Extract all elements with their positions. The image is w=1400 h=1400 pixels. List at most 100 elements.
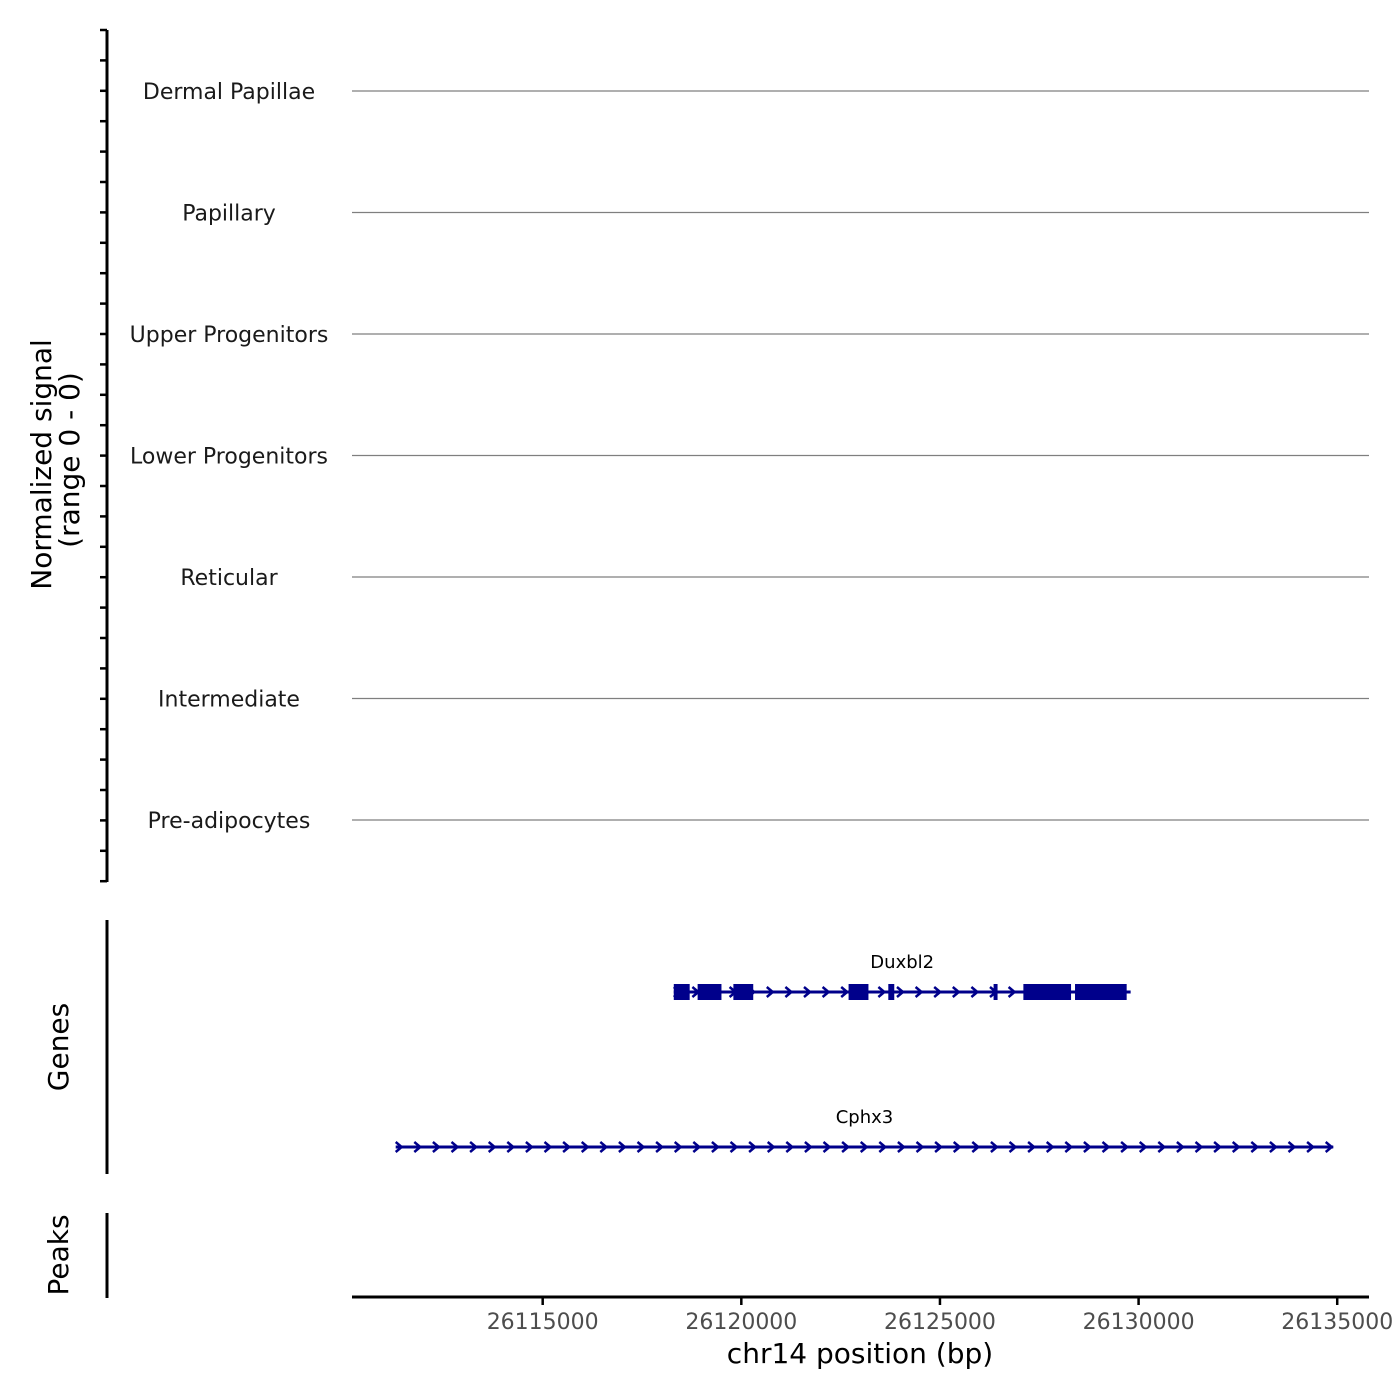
gene-name-label: Duxbl2 xyxy=(870,952,934,973)
strand-arrow xyxy=(487,1141,497,1153)
strand-arrow xyxy=(822,1141,832,1153)
strand-arrow xyxy=(934,1141,944,1153)
strand-arrow xyxy=(821,986,831,998)
coverage-track-label: Dermal Papillae xyxy=(143,80,315,105)
strand-arrow xyxy=(1064,1141,1074,1153)
coverage-ylabel-line2: (range 0 - 0) xyxy=(53,372,86,548)
strand-arrow xyxy=(766,1141,776,1153)
strand-arrow xyxy=(394,1141,404,1153)
gene-name-label: Cphx3 xyxy=(836,1107,894,1128)
strand-arrow xyxy=(1007,986,1017,998)
coverage-y-ticks xyxy=(100,28,107,883)
strand-arrow xyxy=(1008,1141,1018,1153)
peaks-ylabel: Peaks xyxy=(42,1214,75,1295)
strand-arrow xyxy=(970,986,980,998)
x-axis-tick-label: 26120000 xyxy=(685,1310,797,1335)
strand-arrow xyxy=(1176,1141,1185,1153)
strand-arrow xyxy=(525,1141,534,1153)
strand-arrow xyxy=(636,1141,646,1153)
coverage-track-label: Upper Progenitors xyxy=(130,323,329,348)
strand-arrow xyxy=(543,1141,553,1153)
gene-cphx3: Cphx3 xyxy=(394,1107,1334,1153)
x-axis-tick-label: 26115000 xyxy=(487,1310,599,1335)
x-axis: 26115000 26120000 26125000 26130000 26135000… xyxy=(352,1295,1393,1370)
strand-arrow xyxy=(804,1141,813,1153)
strand-arrow xyxy=(1306,1141,1316,1153)
strand-arrow xyxy=(1083,1141,1092,1153)
strand-arrow xyxy=(469,1141,479,1153)
strand-arrow xyxy=(618,1141,627,1153)
strand-arrow xyxy=(784,986,794,998)
x-axis-title: chr14 position (bp) xyxy=(727,1337,993,1370)
strand-arrow xyxy=(1138,1141,1148,1153)
coverage-track-label: Intermediate xyxy=(158,688,300,713)
strand-arrow xyxy=(765,986,775,998)
strand-arrow xyxy=(729,1141,739,1153)
strand-arrow xyxy=(1157,1141,1167,1153)
strand-arrow xyxy=(971,1141,981,1153)
x-axis-tick-label: 26125000 xyxy=(884,1310,996,1335)
strand-arrow xyxy=(432,1141,441,1153)
strand-arrow xyxy=(840,986,850,998)
strand-arrow xyxy=(915,1141,925,1153)
strand-arrow xyxy=(413,1141,423,1153)
strand-arrow xyxy=(1194,1141,1204,1153)
strand-arrow xyxy=(1101,1141,1111,1153)
strand-arrow xyxy=(1250,1141,1260,1153)
coverage-track-label: Pre-adipocytes xyxy=(148,809,311,834)
gene-duxbl2: Duxbl2 xyxy=(672,952,1131,1000)
strand-arrow xyxy=(1324,1141,1334,1153)
strand-arrow xyxy=(1287,1141,1297,1153)
coverage-ylabel-line1: Normalized signal xyxy=(25,339,58,590)
genes-panel: Genes Duxbl2 Cphx3 xyxy=(42,920,1334,1174)
strand-arrow xyxy=(859,1141,869,1153)
strand-arrow xyxy=(990,1141,999,1153)
strand-arrow xyxy=(1045,1141,1055,1153)
strand-arrow xyxy=(1120,1141,1130,1153)
gene-exon xyxy=(673,984,690,1000)
strand-arrow xyxy=(785,1141,795,1153)
strand-arrow xyxy=(580,1141,590,1153)
gene-tracks: Duxbl2 Cphx3 xyxy=(394,952,1334,1153)
strand-arrow xyxy=(1213,1141,1223,1153)
gene-exon xyxy=(1075,984,1127,1000)
strand-arrow xyxy=(952,1141,962,1153)
strand-arrow xyxy=(506,1141,516,1153)
strand-arrow xyxy=(951,986,961,998)
strand-arrow xyxy=(562,1141,572,1153)
gene-exon xyxy=(1023,984,1072,1000)
strand-arrow xyxy=(896,986,905,998)
x-axis-tick-label: 26130000 xyxy=(1083,1310,1195,1335)
coverage-tracks: Dermal Papillae Papillary Upper Progenitor… xyxy=(130,80,1369,834)
strand-arrow xyxy=(933,986,943,998)
coverage-ylabel: Normalized signal (range 0 - 0) xyxy=(25,330,86,589)
gene-exon xyxy=(697,984,722,1000)
strand-arrow xyxy=(748,1141,758,1153)
gene-exon xyxy=(733,984,754,1000)
strand-arrow xyxy=(711,1141,720,1153)
gene-exon xyxy=(848,984,869,1000)
strand-arrow xyxy=(877,986,887,998)
coverage-track-label: Reticular xyxy=(180,566,278,591)
coverage-track-label: Papillary xyxy=(182,202,276,227)
strand-arrow xyxy=(692,1141,702,1153)
strand-arrow xyxy=(1231,1141,1241,1153)
gene-exon xyxy=(888,984,895,1000)
strand-arrow xyxy=(655,1141,665,1153)
strand-arrow xyxy=(1027,1141,1037,1153)
strand-arrow xyxy=(450,1141,460,1153)
coverage-panel: Dermal Papillae Papillary Upper Progenitor… xyxy=(25,28,1369,883)
strand-arrow xyxy=(803,986,812,998)
strand-arrow xyxy=(897,1141,906,1153)
strand-arrow xyxy=(673,1141,683,1153)
gene-exon xyxy=(993,984,998,1000)
genes-ylabel: Genes xyxy=(42,1003,75,1091)
coverage-track-label: Lower Progenitors xyxy=(130,445,328,470)
strand-arrow xyxy=(878,1141,888,1153)
peaks-panel: Peaks xyxy=(42,1213,109,1298)
strand-arrow xyxy=(914,986,924,998)
strand-arrow xyxy=(599,1141,609,1153)
strand-arrow xyxy=(841,1141,851,1153)
x-axis-tick-label: 26135000 xyxy=(1281,1310,1393,1335)
